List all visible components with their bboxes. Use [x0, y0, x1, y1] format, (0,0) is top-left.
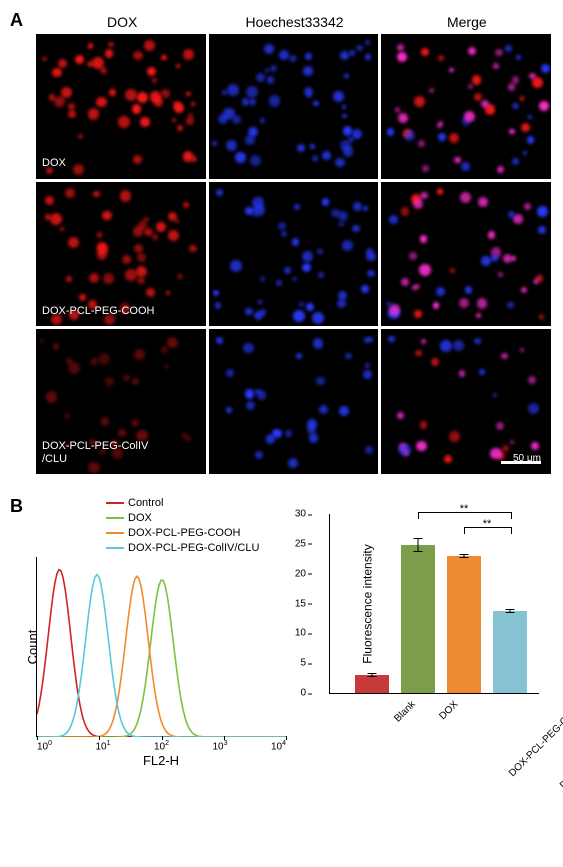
error-bar: [510, 609, 511, 613]
micrograph-cell: DOX-PCL-PEG-COOH: [36, 182, 206, 327]
bar-chart: Fluorescence intensity 051015202530 Blan…: [304, 514, 539, 768]
bar-x-label: DOX: [437, 699, 460, 722]
micrograph-cell: [209, 182, 379, 327]
bar-y-tick: 20: [295, 568, 312, 579]
legend-item: Control: [106, 496, 286, 511]
significance-label: **: [483, 518, 492, 530]
bar-y-tick: 0: [300, 688, 312, 699]
micrograph-cell: [209, 329, 379, 474]
micrograph-cell: [381, 34, 551, 179]
error-bar: [372, 673, 373, 677]
row-label: DOX-PCL-PEG-COOH: [42, 305, 154, 318]
bar: [493, 611, 527, 693]
facs-legend: ControlDOXDOX-PCL-PEG-COOHDOX-PCL-PEG-Co…: [106, 496, 286, 555]
bar-x-label: DOX-PCL-PEG-COOH: [507, 699, 563, 779]
legend-item: DOX: [106, 511, 286, 526]
bar: [401, 545, 435, 693]
facs-x-tick: 104: [271, 740, 286, 752]
bar: [447, 556, 481, 693]
row-label: DOX: [42, 157, 66, 170]
error-bar: [464, 554, 465, 558]
bar-y-tick: 25: [295, 538, 312, 549]
facs-x-axis-label: FL2-H: [36, 753, 286, 768]
bar-x-label: Blank: [392, 699, 417, 724]
facs-x-tick: 100: [37, 740, 52, 752]
micrograph-grid: DOX DOX-PCL-PEG-COOH DOX-PCL-PEG-ColIV /CL…: [36, 34, 551, 474]
row-label: DOX-PCL-PEG-ColIV /CLU: [42, 440, 148, 466]
bar-y-tick: 5: [300, 658, 312, 669]
micrograph-cell: 50 μm: [381, 329, 551, 474]
col-header: Hoechest33342: [208, 14, 380, 34]
col-header: DOX: [36, 14, 208, 34]
micrograph-cell: DOX-PCL-PEG-ColIV /CLU: [36, 329, 206, 474]
micrograph-cell: DOX: [36, 34, 206, 179]
facs-x-tick: 102: [154, 740, 169, 752]
bar-y-axis-label: Fluorescence intensity: [361, 544, 375, 663]
legend-item: DOX-PCL-PEG-COOH: [106, 526, 286, 541]
micrograph-cell: [381, 182, 551, 327]
scale-bar: 50 μm: [513, 453, 541, 464]
facs-x-ticks: 100 101 102 103 104: [37, 740, 286, 752]
bar: [355, 675, 389, 693]
bar-y-tick: 30: [295, 509, 312, 520]
legend-item: DOX-PCL-PEG-ColIV/CLU: [106, 541, 286, 556]
facs-x-tick: 103: [212, 740, 227, 752]
bar-y-tick: 10: [295, 628, 312, 639]
bar-plot-area: Fluorescence intensity 051015202530 Blan…: [329, 514, 539, 694]
panel-a-column-headers: DOX Hoechest33342 Merge: [36, 14, 553, 34]
col-header: Merge: [381, 14, 553, 34]
bar-x-label: DOX-PCL-PEG-ColIV/CLU: [558, 699, 563, 791]
panel-a-label: A: [10, 10, 23, 31]
figure: A DOX Hoechest33342 Merge DOXDOX-PCL-PEG…: [10, 10, 553, 768]
error-bar: [418, 538, 419, 552]
micrograph-cell: [209, 34, 379, 179]
facs-histogram: ControlDOXDOX-PCL-PEG-COOHDOX-PCL-PEG-Co…: [36, 496, 286, 768]
panel-b-label: B: [10, 496, 23, 517]
bar-y-tick: 15: [295, 598, 312, 609]
panel-a: A DOX Hoechest33342 Merge DOX DOX-PCL-PEG…: [10, 10, 553, 474]
facs-curves: [37, 557, 287, 737]
panel-b: B ControlDOXDOX-PCL-PEG-COOHDOX-PCL-PEG-…: [10, 496, 553, 768]
significance-label: **: [460, 503, 469, 515]
facs-plot: Count 100101102103104: [36, 557, 286, 737]
facs-x-tick: 101: [95, 740, 110, 752]
